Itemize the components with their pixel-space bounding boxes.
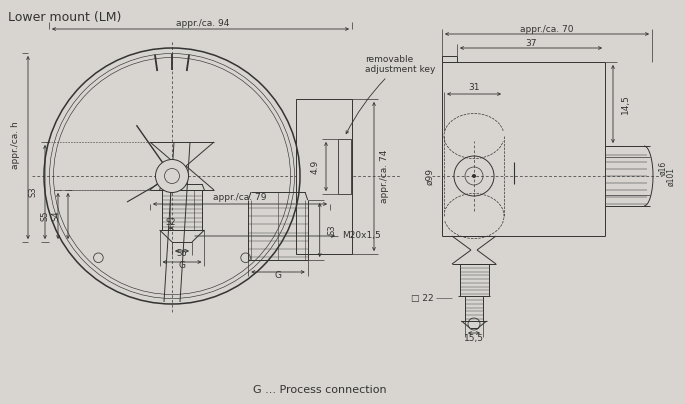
- Circle shape: [155, 160, 188, 192]
- Text: appr./ca. 74: appr./ca. 74: [380, 150, 389, 203]
- Text: G: G: [179, 261, 186, 271]
- Bar: [338, 139, 351, 194]
- Text: appr./ca. 94: appr./ca. 94: [176, 19, 229, 29]
- Text: ø101: ø101: [666, 166, 675, 185]
- Text: appr./ca. 79: appr./ca. 79: [213, 194, 266, 202]
- Text: appr./ca. 70: appr./ca. 70: [520, 25, 574, 34]
- Text: S2: S2: [166, 219, 176, 227]
- Text: M20x1,5: M20x1,5: [342, 231, 381, 240]
- Text: S3: S3: [28, 187, 37, 197]
- Text: removable
adjustment key: removable adjustment key: [346, 55, 436, 134]
- Text: G ... Process connection: G ... Process connection: [253, 385, 387, 395]
- Text: □ 22: □ 22: [412, 293, 434, 303]
- Text: S4: S4: [51, 211, 60, 221]
- Text: G: G: [275, 271, 282, 280]
- Text: S5: S5: [41, 211, 50, 221]
- Text: 31: 31: [469, 84, 479, 93]
- Text: 37: 37: [525, 38, 537, 48]
- Text: Lower mount (LM): Lower mount (LM): [8, 11, 121, 24]
- Bar: [296, 99, 352, 254]
- Text: 4.9: 4.9: [311, 159, 320, 174]
- Text: S3: S3: [327, 225, 337, 235]
- Text: appr./ca. h: appr./ca. h: [10, 121, 19, 169]
- Text: ø99: ø99: [425, 168, 434, 185]
- Circle shape: [164, 168, 179, 183]
- Text: ø16: ø16: [658, 161, 667, 175]
- Text: 14,5: 14,5: [621, 94, 630, 114]
- Text: S6: S6: [177, 250, 187, 259]
- Circle shape: [472, 174, 476, 178]
- Text: 15,5: 15,5: [464, 335, 484, 343]
